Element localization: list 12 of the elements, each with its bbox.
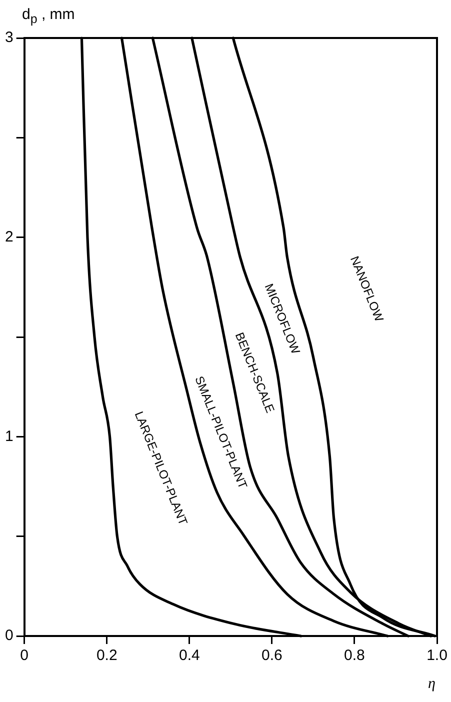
x-tick-label: 0.8: [344, 647, 365, 664]
y-tick-label: 2: [5, 228, 14, 246]
x-tick-label: 0.4: [178, 647, 200, 664]
y-tick-label: 3: [5, 29, 14, 46]
x-axis-title: η: [428, 676, 436, 693]
x-tick-label: 1.0: [426, 647, 448, 664]
y-tick-label: 0: [5, 627, 14, 644]
x-tick-label: 0.2: [96, 647, 118, 664]
x-tick-label: 0.6: [262, 647, 282, 664]
y-tick-label: 1: [5, 428, 14, 445]
y-axis-title: d$_{p}$ , mm: [22, 6, 75, 26]
x-tick-label: 0: [20, 647, 29, 664]
